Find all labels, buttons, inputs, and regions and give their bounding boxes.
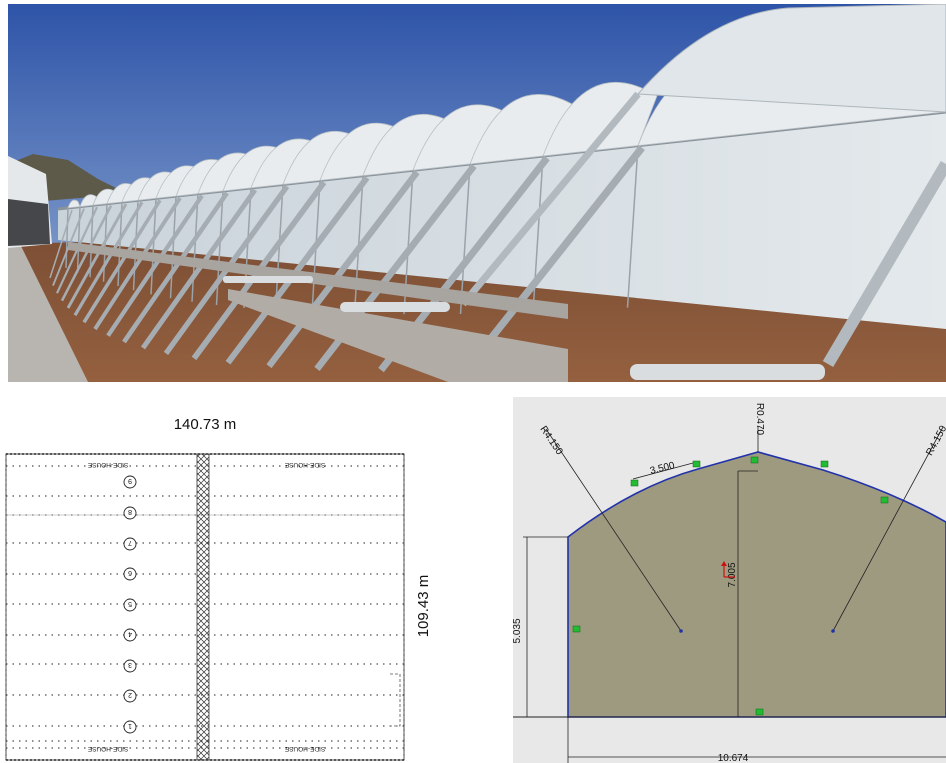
greenhouse-photo bbox=[8, 4, 946, 382]
bay-number: 3 bbox=[128, 661, 132, 668]
constraint-marker bbox=[750, 456, 759, 464]
constraint-marker bbox=[755, 708, 764, 716]
diagonal-brace bbox=[49, 209, 73, 279]
diagonal-brace bbox=[106, 194, 204, 337]
ridge-height-label: 7.005 bbox=[727, 562, 738, 587]
arc-center-left bbox=[679, 629, 683, 633]
building-door bbox=[8, 199, 50, 246]
bay-number-circle bbox=[123, 598, 137, 612]
concrete-curb-near bbox=[228, 289, 568, 382]
bay-number-circle bbox=[123, 567, 137, 581]
diagonal-brace bbox=[140, 188, 258, 350]
diagonal-brace-near bbox=[460, 91, 641, 307]
side-house-label-bottom-left: SIDE-HOUSE bbox=[87, 745, 128, 752]
arc-center-right bbox=[831, 629, 835, 633]
bay-number-circle bbox=[123, 537, 137, 551]
constraint-marker bbox=[880, 496, 889, 504]
ridge-radius-label: R0.470 bbox=[754, 403, 765, 436]
plan-width-label: 140.73 m bbox=[174, 416, 237, 433]
bay-number: 7 bbox=[128, 539, 132, 546]
constraint-markers bbox=[572, 456, 889, 716]
plan-depth-label: 109.43 m bbox=[415, 575, 432, 638]
bay-number: 6 bbox=[128, 569, 132, 576]
wall-post bbox=[169, 196, 177, 299]
constraint-marker bbox=[630, 479, 639, 487]
origin-axes-icon bbox=[721, 561, 735, 578]
wall-post bbox=[132, 200, 139, 291]
constraint-marker bbox=[692, 460, 701, 468]
side-house-label-top-left: SIDE-HOUSE bbox=[87, 461, 128, 468]
roof-arch-near bbox=[636, 4, 946, 113]
bay-number-circle bbox=[123, 475, 137, 489]
diagonal-brace bbox=[93, 197, 182, 331]
bay-number: 4 bbox=[128, 630, 132, 637]
concrete-curb bbox=[68, 242, 568, 319]
bay-number: 9 bbox=[128, 477, 132, 484]
bay-number-circle bbox=[123, 628, 137, 642]
bay-number-circle bbox=[123, 506, 137, 520]
bay-number-circle bbox=[123, 720, 137, 734]
wall-post bbox=[117, 201, 123, 287]
diagonal-brace bbox=[73, 201, 144, 317]
diagonal-brace bbox=[225, 175, 370, 365]
diagonal-brace bbox=[82, 199, 162, 324]
side-house-label-top-right: SIDE-HOUSE bbox=[284, 461, 325, 468]
wall-post bbox=[626, 145, 639, 308]
span-width-label: 10.674 bbox=[718, 753, 749, 763]
wall-post bbox=[65, 207, 69, 268]
plan-bracket bbox=[390, 673, 401, 727]
wall-post bbox=[459, 163, 471, 315]
roof-arch bbox=[67, 199, 81, 209]
bay-lines bbox=[6, 453, 404, 761]
bay-number: 8 bbox=[128, 508, 132, 515]
diagonal-brace bbox=[60, 205, 113, 302]
central-corridor bbox=[196, 453, 210, 761]
side-house-label-bottom-right: SIDE-HOUSE bbox=[284, 745, 325, 752]
bay-number: 1 bbox=[128, 722, 132, 729]
roof-arches bbox=[67, 4, 946, 209]
diagonal-brace bbox=[122, 191, 229, 344]
bay-number-circle bbox=[123, 659, 137, 673]
diagonal-brace bbox=[66, 203, 128, 309]
drain-pipes bbox=[223, 276, 825, 380]
diagonal-brace-near bbox=[822, 160, 946, 368]
diagonal-braces bbox=[49, 91, 946, 373]
bay-number-circle bbox=[123, 689, 137, 703]
bay-number: 5 bbox=[128, 600, 132, 607]
walkway bbox=[8, 244, 88, 382]
radius-leader-left bbox=[545, 428, 682, 632]
wall-post bbox=[150, 198, 157, 295]
radius-leader-right bbox=[832, 426, 944, 632]
wall-post bbox=[191, 193, 199, 302]
site-plan: 140.73 m 109.43 m SIDE-HOUSE SIDE-HOUSE … bbox=[5, 416, 432, 761]
diagonal-brace bbox=[266, 170, 420, 369]
bay-number: 2 bbox=[128, 691, 132, 698]
roof-segment-dim-line bbox=[632, 462, 694, 480]
cross-section: 5.035 7.005 10.674 3.500 R4.150 R4.150 R… bbox=[513, 397, 946, 763]
wall-height-label: 5.035 bbox=[513, 618, 523, 643]
diagonal-brace bbox=[464, 145, 645, 371]
constraint-marker bbox=[820, 460, 829, 468]
constraint-marker bbox=[572, 625, 581, 633]
